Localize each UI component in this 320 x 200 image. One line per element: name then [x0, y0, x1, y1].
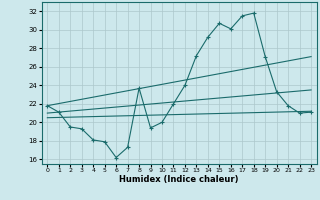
X-axis label: Humidex (Indice chaleur): Humidex (Indice chaleur) [119, 175, 239, 184]
